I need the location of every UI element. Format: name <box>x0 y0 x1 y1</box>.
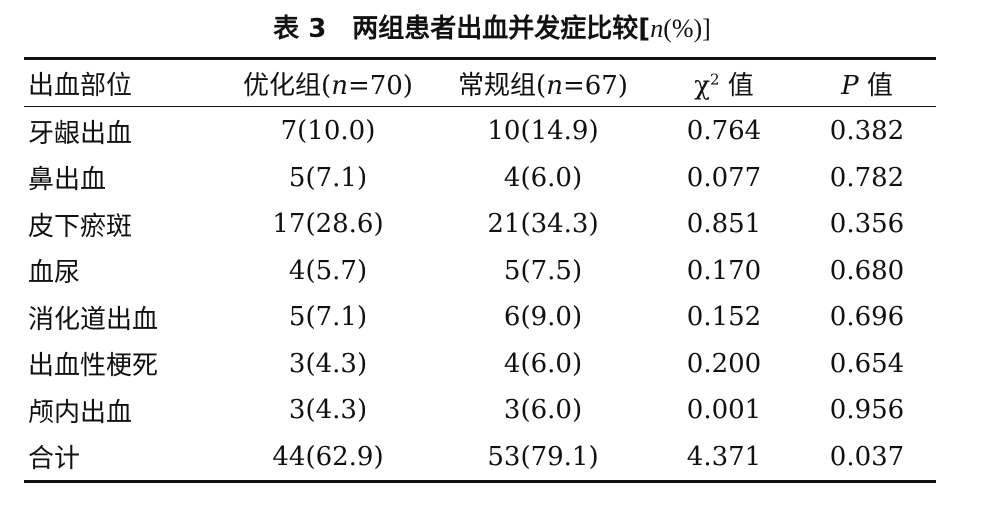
header-optimized-group: 优化组(n=70) <box>220 65 436 102</box>
cell-optimized: 3(4.3) <box>288 348 368 379</box>
cell-chi2: 0.077 <box>686 162 762 193</box>
cell-site: 皮下瘀斑 <box>28 211 133 242</box>
cell-p: 0.680 <box>829 255 905 286</box>
cell-conventional: 3(6.0) <box>503 395 583 426</box>
caption-prefix: 表 3 两组患者出血并发症比较[ <box>273 14 651 44</box>
header-chi-symbol: χ <box>694 70 710 101</box>
cell-chi2: 4.371 <box>686 441 762 472</box>
header-chi-square: χ2 值 <box>650 65 798 102</box>
cell-optimized: 5(7.1) <box>288 302 368 333</box>
cell-optimized: 7(10.0) <box>280 116 376 147</box>
complication-table: 出血部位 优化组(n=70) 常规组(n=67) χ2 值 P 值 牙龈出血 7… <box>24 57 936 483</box>
header-conventional-group: 常规组(n=67) <box>436 65 650 102</box>
table-row: 消化道出血 5(7.1) 6(9.0) 0.152 0.696 <box>24 294 936 341</box>
cell-conventional: 4(6.0) <box>503 162 583 193</box>
cell-optimized: 5(7.1) <box>288 162 368 193</box>
header-conventional-n: n <box>546 70 563 101</box>
cell-site: 合计 <box>28 444 81 475</box>
cell-p: 0.654 <box>829 348 905 379</box>
cell-optimized: 3(4.3) <box>288 395 368 426</box>
cell-chi2: 0.200 <box>686 348 762 379</box>
cell-chi2: 0.851 <box>686 209 762 240</box>
cell-conventional: 10(14.9) <box>487 116 599 147</box>
cell-site: 出血性梗死 <box>28 351 159 382</box>
cell-optimized: 4(5.7) <box>288 255 368 286</box>
header-optimized-suffix: =70) <box>347 70 413 101</box>
table-row: 血尿 4(5.7) 5(7.5) 0.170 0.680 <box>24 248 936 295</box>
cell-site: 牙龈出血 <box>28 118 133 149</box>
header-chi-superscript: 2 <box>709 69 720 88</box>
header-chi-suffix: 值 <box>719 70 754 101</box>
header-p-value: P 值 <box>798 65 936 102</box>
cell-chi2: 0.152 <box>686 302 762 333</box>
table-row: 鼻出血 5(7.1) 4(6.0) 0.077 0.782 <box>24 155 936 202</box>
table-caption: 表 3 两组患者出血并发症比较[n(%)] <box>0 12 984 46</box>
cell-chi2: 0.170 <box>686 255 762 286</box>
table-row: 皮下瘀斑 17(28.6) 21(34.3) 0.851 0.356 <box>24 201 936 248</box>
table-row: 牙龈出血 7(10.0) 10(14.9) 0.764 0.382 <box>24 108 936 155</box>
cell-p: 0.037 <box>829 441 905 472</box>
cell-conventional: 53(79.1) <box>487 441 599 472</box>
table-row-total: 合计 44(62.9) 53(79.1) 4.371 0.037 <box>24 434 936 481</box>
cell-p: 0.356 <box>829 209 905 240</box>
header-conventional-label: 常规组( <box>458 70 547 101</box>
header-p-suffix: 值 <box>858 70 893 101</box>
header-site: 出血部位 <box>28 70 133 101</box>
cell-conventional: 6(9.0) <box>503 302 583 333</box>
cell-site: 消化道出血 <box>28 304 159 335</box>
header-optimized-n: n <box>331 70 348 101</box>
cell-conventional: 4(6.0) <box>503 348 583 379</box>
header-conventional-suffix: =67) <box>562 70 628 101</box>
cell-p: 0.696 <box>829 302 905 333</box>
caption-n: n <box>650 14 664 43</box>
cell-p: 0.382 <box>829 116 905 147</box>
table-row: 出血性梗死 3(4.3) 4(6.0) 0.200 0.654 <box>24 341 936 388</box>
caption-suffix: (%)] <box>663 14 711 43</box>
cell-site: 血尿 <box>28 258 81 289</box>
header-optimized-label: 优化组( <box>243 70 332 101</box>
cell-optimized: 17(28.6) <box>272 209 384 240</box>
cell-conventional: 21(34.3) <box>487 209 599 240</box>
cell-site: 颅内出血 <box>28 397 133 428</box>
cell-chi2: 0.764 <box>686 116 762 147</box>
header-p-symbol: P <box>841 70 859 101</box>
cell-chi2: 0.001 <box>686 395 762 426</box>
cell-p: 0.782 <box>829 162 905 193</box>
cell-optimized: 44(62.9) <box>272 441 384 472</box>
table-header-row: 出血部位 优化组(n=70) 常规组(n=67) χ2 值 P 值 <box>24 60 936 107</box>
cell-site: 鼻出血 <box>28 165 107 196</box>
table-body: 牙龈出血 7(10.0) 10(14.9) 0.764 0.382 鼻出血 5(… <box>24 107 936 480</box>
cell-p: 0.956 <box>829 395 905 426</box>
table-row: 颅内出血 3(4.3) 3(6.0) 0.001 0.956 <box>24 387 936 434</box>
cell-conventional: 5(7.5) <box>503 255 583 286</box>
